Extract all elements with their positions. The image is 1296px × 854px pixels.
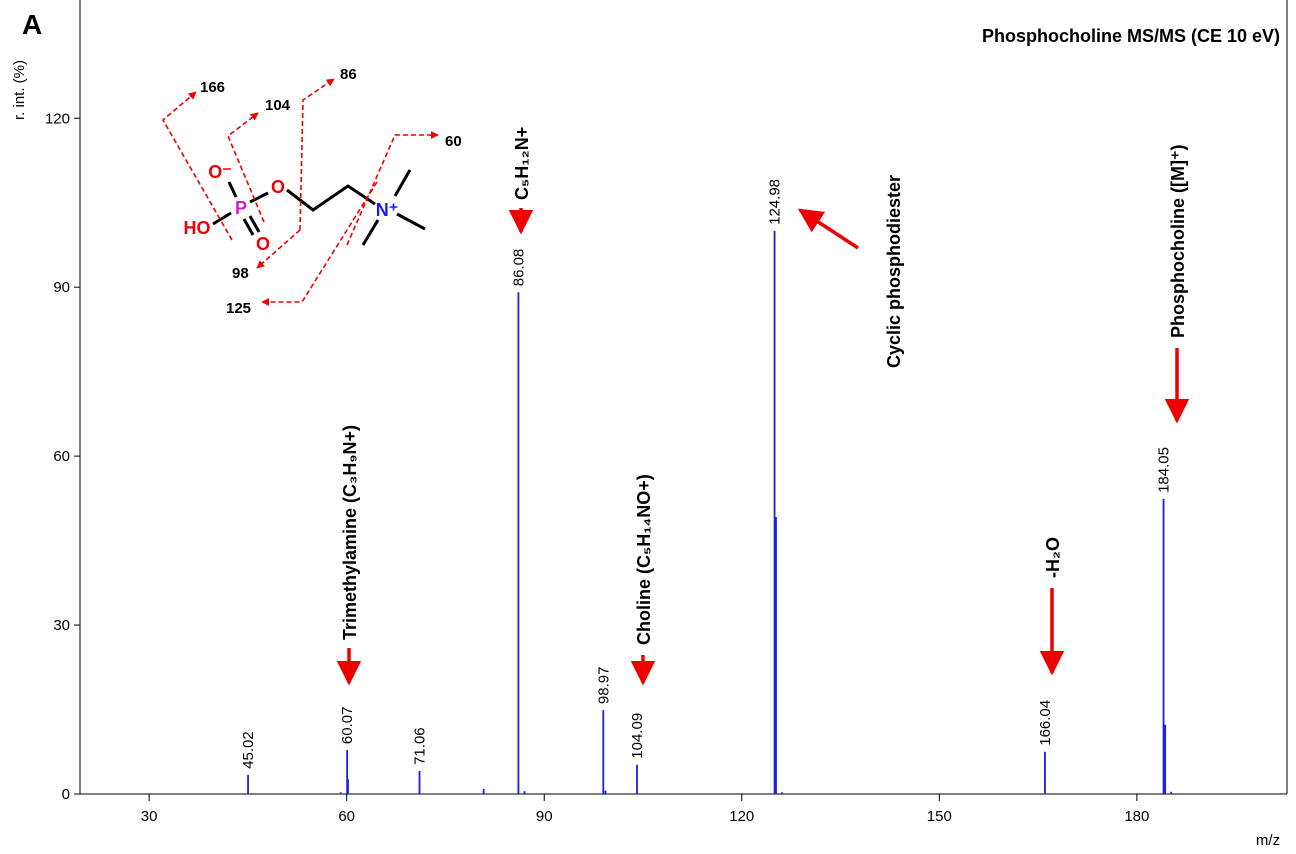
fragment-label: 125 [226,300,251,317]
atom: O⁻ [208,162,232,182]
atom: P [235,198,247,218]
peak-label: 98.97 [595,667,612,705]
peak-label: 184.05 [1156,447,1173,493]
y-tick-label: 0 [62,786,70,803]
y-tick-label: 30 [53,617,70,634]
bond [227,181,238,198]
atom: O [271,177,285,197]
y-tick-label: 90 [53,279,70,296]
x-tick-label: 30 [141,808,158,825]
x-tick-label: 90 [536,808,553,825]
atom: N⁺ [376,200,399,220]
peak-label: 86.08 [510,249,527,287]
bond [242,218,255,236]
y-axis-label: r. int. (%) [11,60,28,120]
atom: HO [184,218,211,238]
y-tick-label: 60 [53,448,70,465]
fragment-path [161,91,233,241]
fragment-label: 86 [340,66,357,83]
annotation: Phosphocholine ([M]⁺) [1168,145,1188,338]
bond [361,219,380,246]
bond [396,212,426,231]
x-tick-label: 150 [927,808,952,825]
bond [286,184,376,212]
bond [212,211,232,226]
peak-label: 71.06 [412,727,429,765]
bond [249,191,269,204]
x-tick-label: 120 [729,808,754,825]
annotation: C₅H₁₂N+ [512,127,532,200]
fragment-label: 60 [445,133,462,150]
fragment-path [346,131,439,246]
fragment-label: 166 [200,79,225,96]
structure: O⁻ P O O HO N⁺ 166 104 86 60 98 125 [161,66,462,317]
peak-label: 45.02 [240,731,257,769]
y-tick-label: 120 [45,110,70,127]
peak-label: 60.07 [339,707,356,745]
annotation: Cyclic phosphodiester [884,175,904,368]
chart-title: Phosphocholine MS/MS (CE 10 eV) [982,26,1280,46]
fragment-label: 104 [265,97,291,114]
x-tick-label: 60 [338,808,355,825]
panel-label: A [22,9,42,40]
peak-label: 104.09 [629,713,646,759]
annotation: Trimethylamine (C₃H₉N+) [340,425,360,640]
fragment-label: 98 [232,265,249,282]
bond [248,215,261,233]
peak-label: 166.04 [1037,700,1054,746]
x-axis-label: m/z [1256,832,1280,849]
bond [393,169,412,197]
fragment-path [261,181,378,306]
peak-label: 124.98 [767,179,784,225]
x-tick-label: 180 [1124,808,1149,825]
annotation-arrow [797,208,859,250]
atom: O [256,234,270,254]
fragment-path [256,229,301,269]
fragment-path [299,78,335,231]
annotation: Choline (C₅H₁₄NO+) [634,474,654,645]
annotation: -H₂O [1043,537,1063,578]
